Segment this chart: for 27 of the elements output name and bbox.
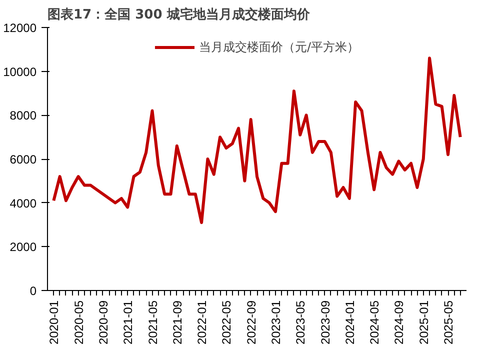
legend-label: 当月成交楼面价（元/平方米）: [198, 38, 360, 56]
x-tick-label: 2025-01: [416, 300, 431, 345]
x-tick-label: 2024-09: [392, 300, 406, 345]
x-tick-label: 2021-05: [146, 300, 160, 345]
chart-title: 图表17：全国 300 城宅地当月成交楼面均价: [48, 6, 311, 22]
x-tick-label: 2022-09: [244, 300, 258, 345]
x-tick-label: 2025-05: [442, 300, 456, 345]
x-tick-label: 2021-01: [121, 300, 136, 345]
y-tick-label: 6000: [10, 152, 37, 166]
x-tick-label: 2021-09: [170, 300, 184, 345]
x-tick-label: 2020-01: [47, 300, 62, 345]
x-tick-label: 2022-01: [195, 300, 210, 345]
x-tick-label: 2023-09: [318, 300, 332, 345]
y-tick-label: 12000: [3, 21, 37, 35]
x-tick-label: 2023-01: [268, 300, 283, 345]
x-tick-label: 2024-05: [368, 300, 382, 345]
y-tick-label: 0: [30, 284, 37, 298]
y-tick-label: 4000: [10, 196, 37, 210]
x-tick-label: 2020-05: [72, 300, 86, 345]
line-series: [52, 56, 462, 224]
x-tick-label: 2022-05: [220, 300, 234, 345]
x-tick-label: 2024-01: [342, 300, 357, 345]
y-tick-label: 2000: [10, 240, 37, 254]
x-tick-label: 2020-09: [96, 300, 110, 345]
x-tick-label: 2023-05: [294, 300, 308, 345]
y-tick-label: 10000: [3, 64, 37, 79]
y-tick-label: 8000: [10, 108, 37, 123]
